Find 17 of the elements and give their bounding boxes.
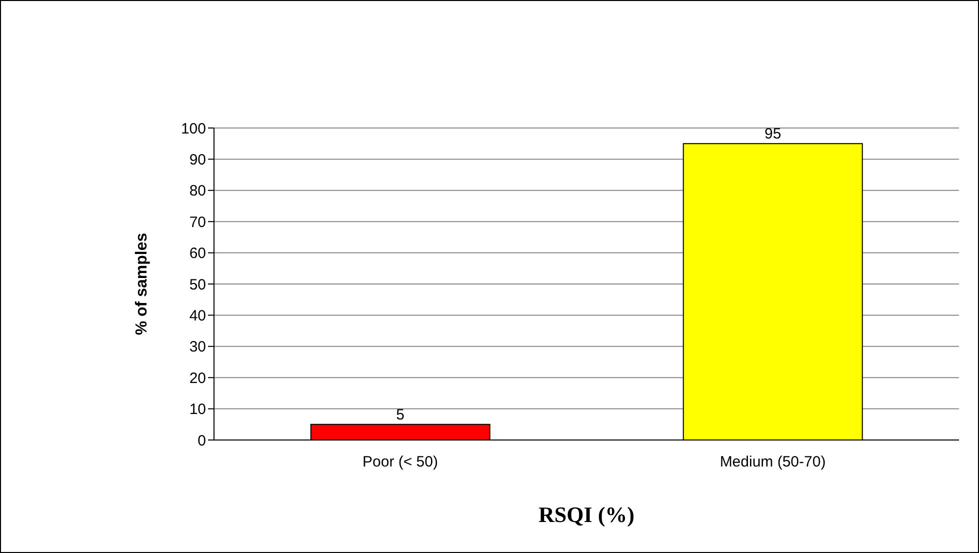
y-tick-label: 100 [180,120,206,138]
y-tick-label: 40 [189,308,206,325]
y-tick-label: 20 [189,370,206,387]
y-tick-label: 70 [189,214,206,231]
y-tick-label: 60 [189,245,206,262]
y-tick-label: 90 [189,152,206,169]
data-label: 5 [396,406,405,424]
x-tick-label: Poor (< 50) [362,454,438,471]
y-tick-label: 80 [189,182,206,200]
y-tick-label: 30 [189,338,206,356]
x-axis-title: RSQI (%) [538,502,634,527]
x-tick-label: Medium (50-70) [720,454,826,471]
y-tick-label: 0 [198,432,206,450]
data-label: 95 [764,126,782,143]
y-tick-label: 10 [189,401,206,418]
y-tick-label: 50 [189,276,206,294]
y-axis-title: % of samples [134,232,151,336]
